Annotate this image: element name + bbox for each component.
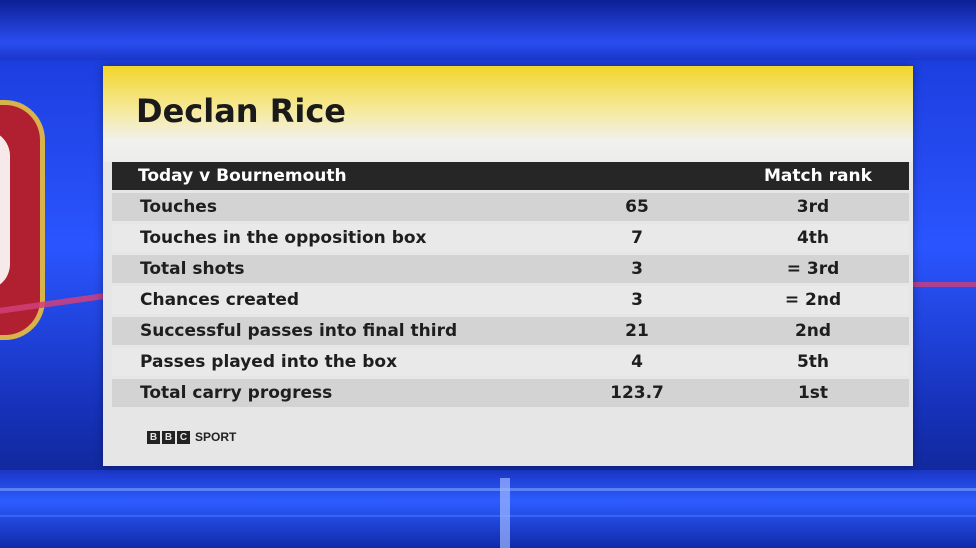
stat-rank: 5th — [796, 352, 830, 372]
floor-light-line — [0, 515, 976, 517]
floor-divider — [500, 478, 510, 548]
stat-label: Total shots — [140, 259, 245, 279]
studio-floor — [0, 470, 976, 548]
stat-label: Touches in the opposition box — [140, 228, 427, 248]
stat-rank: 4th — [796, 228, 830, 248]
stat-label: Touches — [140, 197, 217, 217]
bbc-logo-block: B — [147, 430, 160, 444]
header-match-rank: Match rank — [764, 166, 872, 186]
stat-label: Chances created — [140, 290, 300, 310]
table-row: Chances created 3 = 2nd — [112, 286, 909, 314]
stats-panel: Declan Rice Today v Bournemouth Match ra… — [103, 66, 913, 466]
floor-light-line — [0, 488, 976, 491]
stat-rank: 1st — [797, 383, 829, 403]
stat-value: 7 — [631, 228, 643, 248]
table-row: Passes played into the box 4 5th — [112, 348, 909, 376]
stat-value: 3 — [631, 290, 643, 310]
stat-rank: 3rd — [796, 197, 830, 217]
table-row: Touches in the opposition box 7 4th — [112, 224, 909, 252]
bbc-logo-block: B — [162, 430, 175, 444]
stat-value: 65 — [625, 197, 649, 217]
stat-label: Total carry progress — [140, 383, 333, 403]
bbc-sport-logo: B B C SPORT — [147, 430, 236, 444]
stat-rank: = 2nd — [784, 290, 842, 310]
stat-value: 3 — [631, 259, 643, 279]
stat-value: 21 — [625, 321, 649, 341]
stat-value: 123.7 — [610, 383, 664, 403]
table-header: Today v Bournemouth Match rank — [112, 162, 909, 190]
stat-label: Successful passes into final third — [140, 321, 458, 341]
sport-logo-text: SPORT — [195, 430, 237, 444]
studio-background-top — [0, 0, 976, 60]
studio-light-stripe — [905, 282, 976, 287]
bbc-logo-block: C — [177, 430, 190, 444]
table-row: Touches 65 3rd — [112, 193, 909, 221]
stat-label: Passes played into the box — [140, 352, 398, 372]
player-name-title: Declan Rice — [136, 92, 346, 130]
table-row: Total carry progress 123.7 1st — [112, 379, 909, 407]
club-crest-inner — [0, 130, 10, 290]
stat-value: 4 — [631, 352, 643, 372]
stat-rank: 2nd — [794, 321, 832, 341]
stat-rank: = 3rd — [786, 259, 840, 279]
title-band: Declan Rice — [103, 66, 913, 162]
header-match-label: Today v Bournemouth — [138, 166, 347, 186]
table-row: Total shots 3 = 3rd — [112, 255, 909, 283]
stats-table: Touches 65 3rd Touches in the opposition… — [112, 193, 909, 410]
table-row: Successful passes into final third 21 2n… — [112, 317, 909, 345]
